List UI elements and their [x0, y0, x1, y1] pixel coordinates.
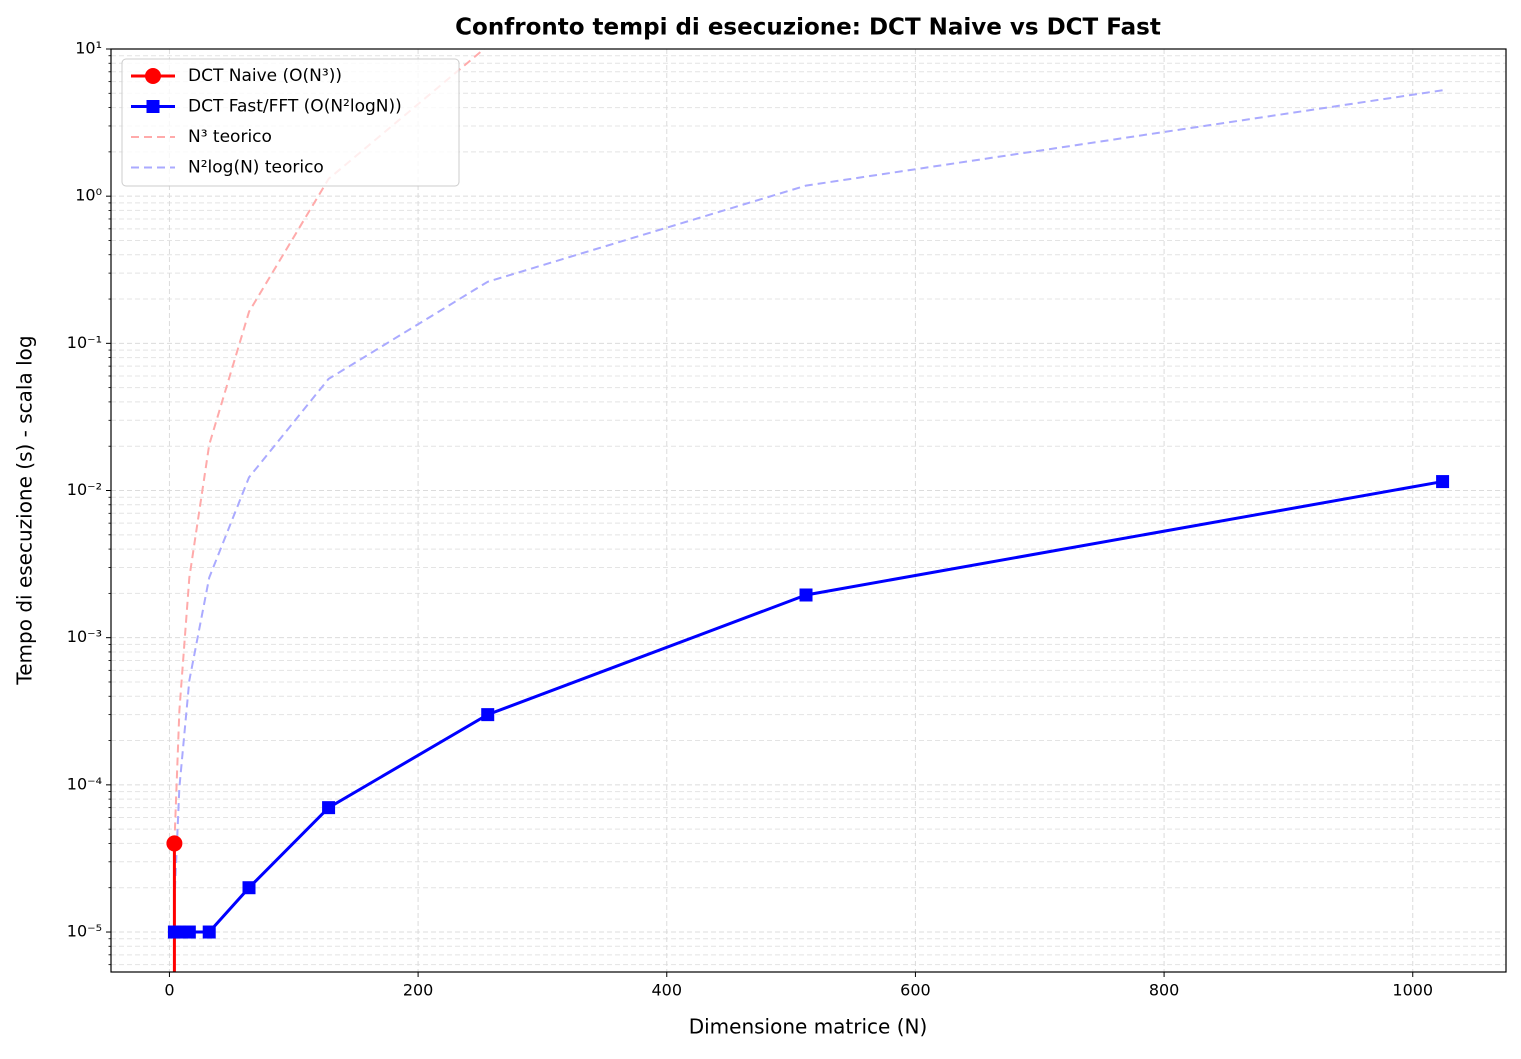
chart-title: Confronto tempi di esecuzione: DCT Naive…	[455, 15, 1161, 41]
x-tick-label: 600	[900, 981, 931, 1000]
legend-label: DCT Naive (O(N³))	[188, 66, 342, 86]
x-tick-label: 800	[1149, 981, 1180, 1000]
legend-label: N²log(N) teorico	[188, 158, 324, 178]
x-tick-label: 1000	[1392, 981, 1433, 1000]
plot-area	[166, 49, 1450, 972]
data-point	[322, 801, 336, 815]
data-point	[242, 881, 256, 895]
legend-marker	[146, 100, 160, 113]
data-point	[481, 708, 495, 722]
y-tick-label: 10⁻⁴	[67, 774, 102, 793]
data-point	[799, 588, 813, 602]
legend-marker	[145, 68, 161, 84]
y-tick-label: 10⁻²	[67, 480, 102, 499]
data-point	[172, 925, 186, 939]
legend-label: N³ teorico	[188, 127, 272, 147]
series-line	[173, 49, 486, 844]
legend: DCT Naive (O(N³)) DCT Fast/FFT (O(N²logN)…	[121, 58, 460, 187]
y-tick-label: 10⁰	[75, 186, 102, 205]
series-line	[172, 843, 176, 972]
y-tick-label: 10⁻³	[67, 627, 102, 646]
data-point	[1436, 475, 1450, 489]
y-tick-label: 10⁻¹	[67, 333, 102, 352]
x-tick-label: 400	[651, 981, 682, 1000]
data-point	[202, 925, 216, 939]
plot-frame	[110, 48, 1507, 973]
x-axis-label: Dimensione matrice (N)	[689, 1015, 928, 1039]
data-point	[182, 925, 196, 939]
legend-label: DCT Fast/FFT (O(N²logN))	[188, 97, 402, 117]
x-tick-label: 0	[164, 981, 174, 1000]
y-tick-label: 10¹	[75, 39, 102, 58]
data-point	[166, 835, 183, 852]
legend-box	[121, 58, 460, 187]
y-axis-label: Tempo di esecuzione (s) - scala log	[13, 335, 37, 685]
x-tick-label: 200	[403, 981, 434, 1000]
y-tick-label: 10⁻⁵	[67, 922, 102, 941]
series-line	[173, 89, 1443, 903]
